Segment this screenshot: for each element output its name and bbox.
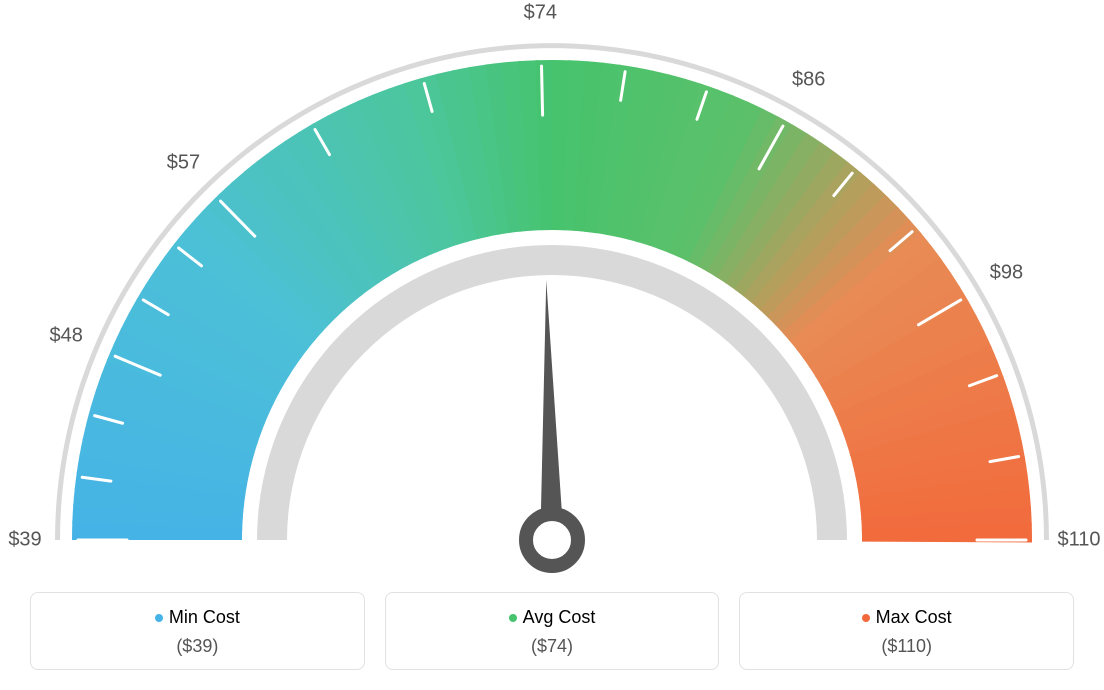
cost-gauge-chart: $39 $48 $57 $74 $86 $98 $110 Min Cost ($39) Av… (0, 0, 1104, 690)
legend-value-avg: ($74) (396, 636, 709, 657)
gauge-tick-label: $57 (167, 152, 200, 175)
legend-label-text: Max Cost (876, 607, 952, 627)
legend-dot-min (155, 614, 163, 622)
gauge-tick-label: $74 (524, 2, 557, 25)
gauge-tick-label: $110 (1057, 529, 1100, 552)
legend-label-avg: Avg Cost (396, 607, 709, 628)
legend-card-avg: Avg Cost ($74) (385, 592, 720, 670)
legend-dot-avg (509, 614, 517, 622)
legend-label-min: Min Cost (41, 607, 354, 628)
legend-card-min: Min Cost ($39) (30, 592, 365, 670)
legend-row: Min Cost ($39) Avg Cost ($74) Max Cost (… (0, 592, 1104, 670)
legend-label-max: Max Cost (750, 607, 1063, 628)
legend-value-max: ($110) (750, 636, 1063, 657)
gauge-tick-label: $39 (8, 529, 41, 552)
gauge-tick-label: $48 (50, 324, 83, 347)
gauge-area: $39 $48 $57 $74 $86 $98 $110 (0, 0, 1104, 560)
gauge-svg (0, 0, 1104, 580)
legend-dot-max (862, 614, 870, 622)
legend-label-text: Avg Cost (523, 607, 596, 627)
legend-label-text: Min Cost (169, 607, 240, 627)
gauge-tick-label: $86 (792, 68, 825, 91)
gauge-tick-label: $98 (990, 262, 1023, 285)
legend-value-min: ($39) (41, 636, 354, 657)
legend-card-max: Max Cost ($110) (739, 592, 1074, 670)
